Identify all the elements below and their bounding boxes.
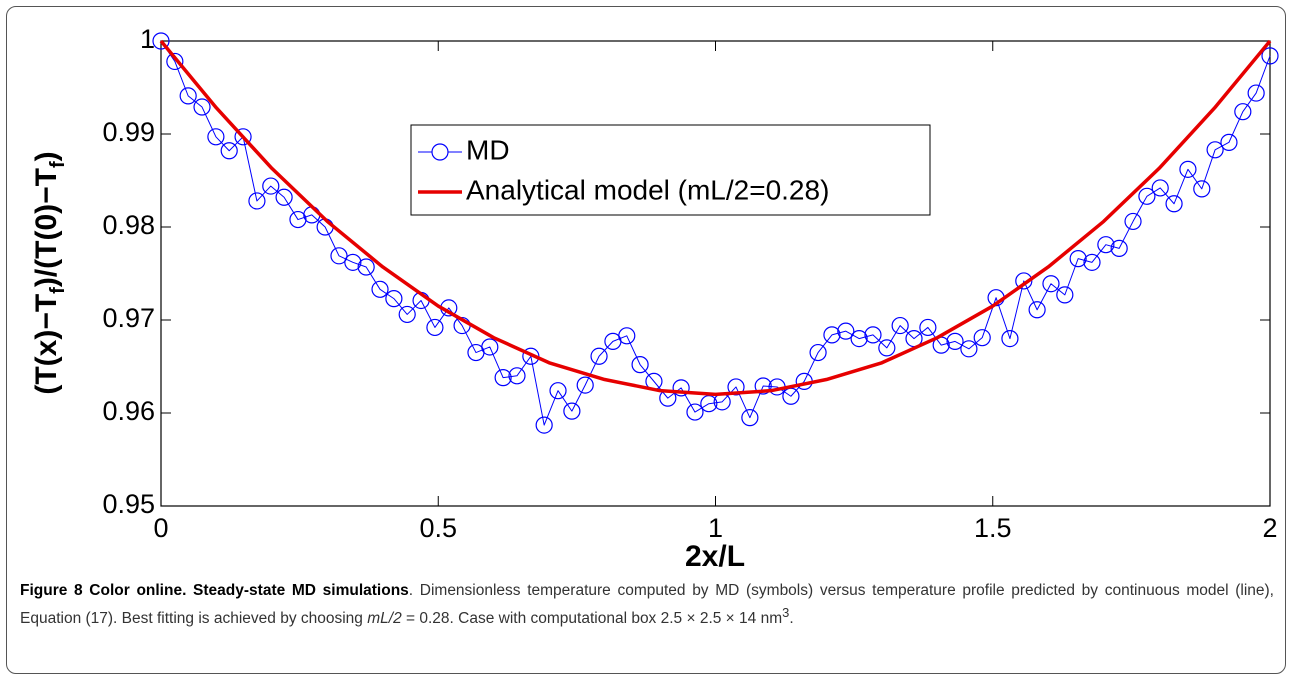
data-point bbox=[166, 52, 184, 71]
data-point bbox=[426, 318, 444, 337]
data-point bbox=[1206, 141, 1224, 159]
data-point bbox=[946, 332, 964, 350]
data-point bbox=[481, 338, 499, 356]
data-point bbox=[1083, 253, 1101, 271]
caption-text: 3 bbox=[782, 605, 790, 620]
plot-frame bbox=[160, 40, 1271, 507]
data-point bbox=[1261, 47, 1279, 65]
caption-title: Figure 8 Color online. Steady-state MD s… bbox=[20, 582, 409, 599]
x-axis-label: 2x/L bbox=[685, 540, 745, 573]
data-point bbox=[891, 316, 909, 335]
y-axis-label-part: )/(T(0)−T bbox=[30, 168, 63, 287]
y-tick-label: 0.96 bbox=[102, 396, 155, 426]
data-point bbox=[234, 128, 252, 146]
data-point bbox=[1247, 84, 1265, 102]
data-point bbox=[960, 340, 978, 358]
data-point bbox=[727, 378, 745, 396]
data-point bbox=[1165, 195, 1183, 213]
legend-label: Analytical model (mL/2=0.28) bbox=[466, 174, 829, 205]
data-point bbox=[973, 329, 991, 347]
data-point bbox=[563, 402, 581, 420]
x-tick-label: 2 bbox=[1262, 513, 1277, 543]
data-point bbox=[1042, 275, 1060, 293]
data-point bbox=[1110, 239, 1128, 257]
data-point bbox=[494, 369, 512, 387]
data-point bbox=[864, 326, 882, 344]
data-point bbox=[248, 192, 266, 210]
data-point bbox=[1001, 330, 1019, 348]
caption-text: = 0.28. Case with computational box 2.5 … bbox=[401, 610, 783, 628]
series-line bbox=[160, 40, 1271, 426]
legend-marker bbox=[431, 143, 449, 161]
y-tick-label: 0.97 bbox=[102, 303, 155, 333]
y-tick-label: 0.98 bbox=[102, 210, 155, 240]
data-point bbox=[220, 142, 238, 160]
series-line bbox=[159, 39, 1272, 397]
caption-text: mL/2 bbox=[367, 610, 402, 628]
data-point bbox=[1015, 272, 1033, 290]
y-axis-label-part: f bbox=[47, 161, 69, 168]
data-point bbox=[809, 343, 827, 362]
chart: 2x/L 0.95 0.96 0.97 0.98 0.99 1 0 0.5 1 1.5 2 (T(x)… bbox=[30, 24, 1279, 573]
data-point bbox=[590, 347, 608, 365]
data-point bbox=[193, 98, 211, 116]
figure-frame bbox=[6, 6, 1286, 674]
data-point bbox=[535, 416, 553, 434]
data-point bbox=[330, 247, 348, 265]
caption-text: . bbox=[789, 610, 794, 628]
y-axis-label-part: ) bbox=[30, 151, 63, 161]
data-point bbox=[1028, 301, 1046, 319]
y-axis-label-part: f bbox=[47, 287, 69, 294]
data-point bbox=[1138, 187, 1156, 205]
data-point bbox=[1220, 133, 1238, 151]
data-point bbox=[179, 87, 197, 105]
data-point bbox=[878, 339, 896, 357]
y-tick-label: 1 bbox=[140, 24, 155, 54]
data-point bbox=[1097, 236, 1115, 254]
x-tick-label: 0 bbox=[153, 513, 168, 543]
data-point bbox=[837, 322, 855, 340]
data-point bbox=[823, 326, 841, 344]
data-point bbox=[919, 318, 937, 337]
data-point bbox=[508, 367, 526, 385]
y-tick-label: 0.99 bbox=[102, 117, 155, 147]
data-point bbox=[754, 377, 772, 395]
data-point bbox=[1151, 179, 1169, 197]
data-point bbox=[576, 376, 594, 394]
data-point bbox=[1179, 160, 1197, 178]
caption-text: . Dimensionless temperature computed by … bbox=[20, 582, 1274, 628]
y-axis-label-part: (T(x)−T bbox=[30, 294, 63, 395]
x-tick-label: 1 bbox=[708, 513, 723, 543]
y-axis-label: (T(x)−Tf)/(T(0)−Tf) bbox=[30, 151, 69, 394]
x-tick-label: 1.5 bbox=[974, 513, 1012, 543]
data-point bbox=[1234, 103, 1252, 121]
data-point bbox=[1124, 212, 1142, 231]
data-point bbox=[398, 305, 416, 324]
data-point bbox=[618, 327, 636, 345]
y-tick-label: 0.95 bbox=[102, 489, 155, 519]
data-point bbox=[549, 382, 567, 400]
data-point bbox=[262, 177, 280, 195]
data-point bbox=[631, 356, 649, 374]
data-point bbox=[1193, 180, 1211, 198]
data-point bbox=[207, 128, 225, 146]
data-point bbox=[1069, 250, 1087, 268]
data-point bbox=[371, 280, 389, 298]
data-point bbox=[741, 409, 759, 427]
data-point bbox=[357, 258, 375, 276]
data-point bbox=[686, 403, 704, 421]
data-point bbox=[152, 32, 170, 50]
data-point bbox=[275, 188, 293, 206]
data-point bbox=[850, 330, 868, 348]
legend-box bbox=[410, 124, 931, 216]
data-point bbox=[385, 290, 403, 308]
data-point bbox=[672, 379, 690, 397]
data-point bbox=[344, 253, 362, 271]
data-point bbox=[1056, 286, 1074, 304]
x-tick-label: 0.5 bbox=[419, 513, 457, 543]
caption: Figure 8 Color online. Steady-state MD s… bbox=[20, 580, 1274, 630]
legend-label: MD bbox=[466, 134, 510, 165]
